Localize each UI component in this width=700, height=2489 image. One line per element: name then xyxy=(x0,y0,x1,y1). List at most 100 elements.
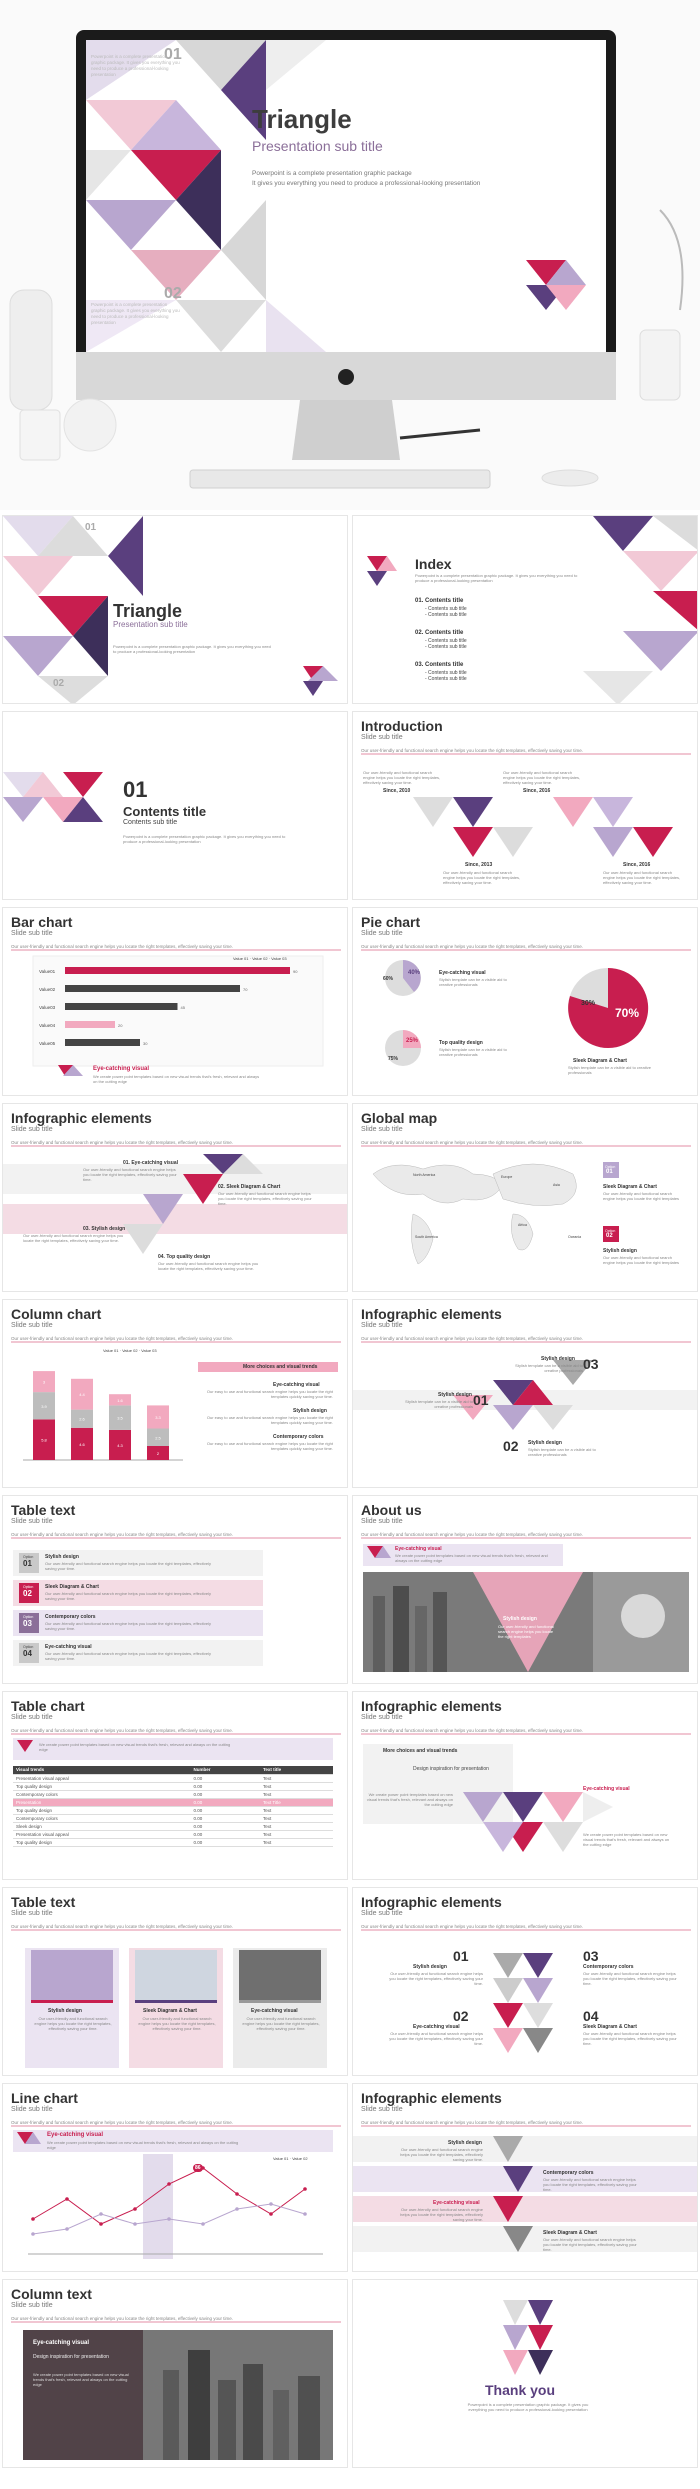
info2-desc: Our user-friendly and functional search … xyxy=(361,1336,584,1341)
slide-index: Index Powerpoint is a complete presentat… xyxy=(352,515,698,704)
info4-title: Infographic elements xyxy=(361,1894,502,1910)
column-segment xyxy=(147,1428,169,1446)
tt1-title: Table text xyxy=(11,1502,76,1518)
line-point xyxy=(133,2222,137,2226)
slide-line-chart: Line chart Slide sub title Our user-frie… xyxy=(2,2083,348,2272)
table-cell: Text xyxy=(260,1838,333,1847)
slide-infographic-1: Infographic elements Slide sub title Our… xyxy=(2,1103,348,1292)
thankyou-desc: Powerpoint is a complete presentation gr… xyxy=(467,2402,589,2412)
bar xyxy=(65,1021,115,1028)
contents-number: 01 xyxy=(123,777,148,802)
info5-h3: Eye-catching visual xyxy=(433,2200,480,2206)
info1-item-2: 02. Sleek Diagram & Chart xyxy=(218,1184,281,1190)
table-cell: 0.00 xyxy=(190,1830,260,1839)
column-value-label: 2.5 xyxy=(155,1435,161,1440)
info5-title: Infographic elements xyxy=(361,2090,502,2106)
info4-h3: Contemporary colors xyxy=(583,1964,634,1970)
pie2-b: 25% xyxy=(406,1038,419,1044)
bar-value-label: 30 xyxy=(143,1041,148,1046)
col-h1: Eye-catching visual xyxy=(273,1382,320,1388)
table-cell: 0.00 xyxy=(190,1838,260,1847)
map-title: Global map xyxy=(361,1110,438,1126)
info2-h1: Stylish design xyxy=(438,1392,472,1398)
slide-introduction: Introduction Slide sub title Our user-fr… xyxy=(352,711,698,900)
info3-h3: Eye-catching visual xyxy=(583,1786,630,1792)
line-point xyxy=(269,2202,273,2206)
info4-d2: Our user-friendly and functional search … xyxy=(389,2031,483,2046)
coltext-desc: Our user-friendly and functional search … xyxy=(11,2316,234,2321)
bar-category-label: Value05 xyxy=(39,1041,56,1046)
info1-text-2: Our user-friendly and functional search … xyxy=(218,1191,312,1206)
line-point xyxy=(65,2227,69,2231)
col-h2: Stylish design xyxy=(293,1408,327,1414)
table-row: Top quality design 0.00 Text xyxy=(13,1782,333,1791)
info4-desc: Our user-friendly and functional search … xyxy=(361,1924,584,1929)
info1-text-3: Our user-friendly and functional search … xyxy=(23,1233,124,1243)
line-point xyxy=(31,2217,35,2221)
column-segment xyxy=(33,1392,55,1420)
index-item-1-a: - Contents sub title xyxy=(425,606,467,612)
line-point xyxy=(303,2187,307,2191)
column-segment xyxy=(71,1378,93,1410)
imac-screen: 01 Powerpoint is a complete presentation… xyxy=(86,40,606,352)
column-value-label: 2 xyxy=(157,1451,160,1456)
line-callout-desc: We create power point templates based on… xyxy=(47,2140,239,2150)
tt1-d3: Our user-friendly and functional search … xyxy=(45,1621,212,1631)
info2-h2: Stylish design xyxy=(528,1440,562,1446)
column-value-label: 3.9 xyxy=(41,1404,47,1409)
map-option-2-num: 02 xyxy=(606,1233,613,1239)
table-cell: 0.00 xyxy=(190,1782,260,1791)
coltext-h2: Design inspiration for presentation xyxy=(33,2354,109,2360)
column-segment xyxy=(147,1405,169,1429)
info4-d4: Our user-friendly and functional search … xyxy=(583,2031,677,2046)
info4-subtitle: Slide sub title xyxy=(361,1910,403,1917)
info5-d1: Our user-friendly and functional search … xyxy=(400,2147,483,2162)
slide-number-1: 01 xyxy=(85,522,97,533)
bar xyxy=(65,985,240,992)
tt1-h3: Contemporary colors xyxy=(45,1614,96,1620)
tt1-desc: Our user-friendly and functional search … xyxy=(11,1532,234,1537)
info5-h4: Sleek Diagram & Chart xyxy=(543,2230,597,2236)
table-cell: Presentation visual appeal xyxy=(13,1774,191,1783)
table-cell: Top quality design xyxy=(13,1806,191,1815)
tt1-subtitle: Slide sub title xyxy=(11,1518,53,1525)
table-row: Contemporary colors 0.00 Text xyxy=(13,1814,333,1823)
slide-column-text: Column text Slide sub title Our user-fri… xyxy=(2,2279,348,2468)
contents-desc: Powerpoint is a complete presentation gr… xyxy=(123,834,286,844)
table-row: Top quality design 0.00 Text xyxy=(13,1838,333,1847)
region-africa: Africa xyxy=(518,1223,527,1227)
col-legend: Value 01 · Value 02 · Value 03 xyxy=(103,1348,157,1353)
table-cell: Text xyxy=(260,1830,333,1839)
map-desc: Our user-friendly and functional search … xyxy=(361,1140,584,1145)
index-item-1-title: 01. Contents title xyxy=(415,598,464,604)
col-subtitle: Slide sub title xyxy=(11,1322,53,1329)
table-cell: Contemporary colors xyxy=(13,1814,191,1823)
region-south-america: South America xyxy=(415,1235,438,1239)
column-value-label: 1.6 xyxy=(117,1398,123,1403)
map-option-1: Option xyxy=(605,1165,616,1169)
table-cell: Contemporary colors xyxy=(13,1790,191,1799)
region-asia: Asia xyxy=(553,1183,560,1187)
region-europe: Europe xyxy=(501,1175,513,1179)
tchart-desc: Our user-friendly and functional search … xyxy=(11,1728,234,1733)
table-cell: Top quality design xyxy=(13,1782,191,1791)
slide-desc: Powerpoint is a complete presentation gr… xyxy=(113,644,271,654)
info2-n2: 02 xyxy=(503,1438,519,1454)
hero-mockup: 01 Powerpoint is a complete presentation… xyxy=(0,0,700,510)
pie3-b: 70% xyxy=(615,1006,640,1020)
tchart-callout: We create power point templates based on… xyxy=(39,1742,231,1752)
slide-table-chart: Table chart Slide sub title Our user-fri… xyxy=(2,1691,348,1880)
index-item-3-title: 03. Contents title xyxy=(415,662,464,668)
intro-title: Introduction xyxy=(361,718,443,734)
info5-d4: Our user-friendly and functional search … xyxy=(543,2237,637,2252)
col-legend-2: Value 02 xyxy=(122,1348,138,1353)
table-cell: 0.00 xyxy=(190,1790,260,1799)
table-cell: Presentation visual appeal xyxy=(13,1830,191,1839)
line-point xyxy=(65,2197,69,2201)
hero-subtitle: Presentation sub title xyxy=(252,138,383,154)
col-d2: Our easy to use and functional search en… xyxy=(206,1415,333,1425)
slide-number-2: 02 xyxy=(53,678,65,689)
map-h2: Stylish design xyxy=(603,1248,637,1254)
tt1-o1: Option xyxy=(23,1555,34,1559)
data-table: Visual trends Number Text title Presenta… xyxy=(13,1766,333,1847)
